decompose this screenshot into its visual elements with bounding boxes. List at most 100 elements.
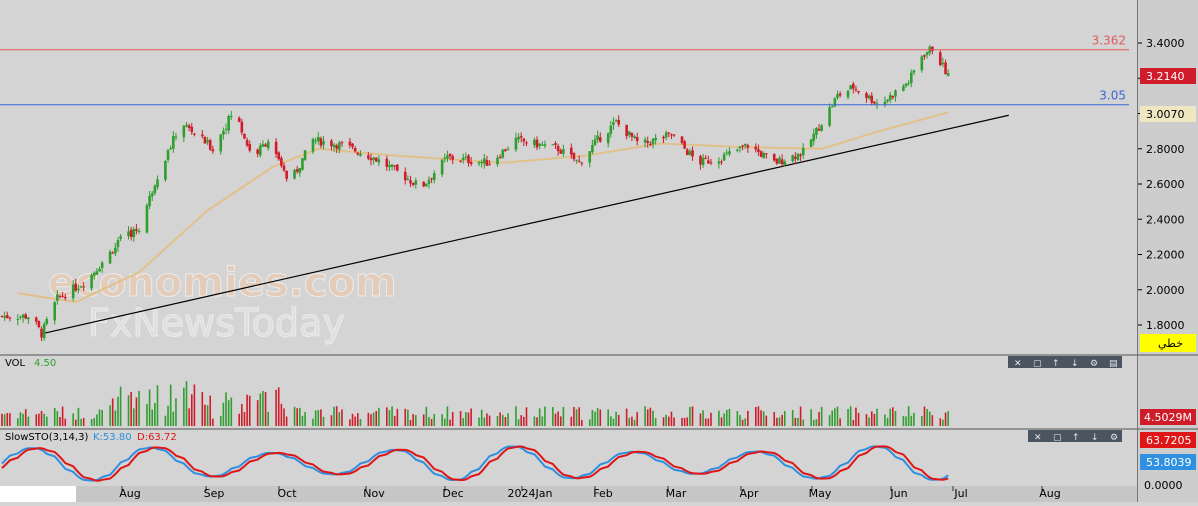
volume-bar xyxy=(486,413,488,426)
trendline-line[interactable] xyxy=(41,114,1009,335)
candle xyxy=(16,314,20,326)
move-up-icon[interactable]: ↑ xyxy=(1052,359,1060,369)
volume-last-text: 4.5029M xyxy=(1144,411,1192,424)
candle xyxy=(164,159,167,182)
volume-bar xyxy=(760,410,762,426)
price-tick-label: 2.8000 xyxy=(1146,143,1185,156)
candle xyxy=(372,156,375,165)
candle xyxy=(593,135,597,147)
watermark: economies.com FxNewsToday xyxy=(48,260,398,346)
volume-bar xyxy=(335,406,338,426)
volume-bar xyxy=(905,416,907,426)
price-tick-label: 2.6000 xyxy=(1146,178,1185,191)
candle xyxy=(266,138,270,151)
maximize-icon[interactable]: ▢ xyxy=(1053,433,1062,443)
volume-bar xyxy=(554,413,557,426)
candle xyxy=(572,152,576,162)
candle xyxy=(699,154,702,170)
more-icon[interactable]: ▤ xyxy=(1109,359,1118,369)
candle xyxy=(403,167,407,185)
volume-bar xyxy=(111,398,114,426)
candle xyxy=(448,153,452,161)
candle xyxy=(393,165,397,171)
close-icon[interactable]: ✕ xyxy=(1014,359,1022,369)
candle xyxy=(137,228,141,234)
volume-bar xyxy=(248,395,251,426)
volume-bar xyxy=(451,412,454,426)
ma-value-text: 3.0070 xyxy=(1146,108,1185,121)
volume-bar xyxy=(736,411,739,426)
chart-type-toggle-label[interactable]: خطي xyxy=(1158,337,1183,350)
volume-bar xyxy=(433,413,436,426)
candle xyxy=(469,157,473,167)
volume-bar xyxy=(818,411,820,426)
candle xyxy=(237,116,241,123)
volume-bar xyxy=(523,416,525,426)
close-icon[interactable]: ✕ xyxy=(1034,433,1042,443)
volume-bar xyxy=(407,409,409,426)
volume-bar xyxy=(241,404,243,426)
volume-bar xyxy=(834,408,836,426)
volume-bar xyxy=(646,409,649,426)
volume-bar xyxy=(670,411,673,426)
volume-bar xyxy=(301,415,304,426)
volume-bar xyxy=(378,407,380,426)
candle xyxy=(783,159,787,167)
move-down-icon[interactable]: ↓ xyxy=(1091,433,1099,443)
maximize-icon[interactable]: ▢ xyxy=(1033,359,1042,369)
volume-bars xyxy=(1,381,949,426)
volume-bar xyxy=(923,406,926,426)
move-up-icon[interactable]: ↑ xyxy=(1072,433,1080,443)
volume-bar xyxy=(892,407,894,426)
candle xyxy=(222,127,225,140)
candle xyxy=(100,260,104,273)
candle xyxy=(809,138,813,148)
trendline[interactable] xyxy=(41,114,1009,335)
volume-bar xyxy=(24,409,27,426)
move-down-icon[interactable]: ↓ xyxy=(1071,359,1079,369)
candle xyxy=(5,311,9,319)
candle xyxy=(430,177,433,184)
volume-bar xyxy=(130,392,132,426)
candle xyxy=(150,190,154,202)
candle xyxy=(759,149,763,158)
volume-bar xyxy=(449,419,451,426)
candle xyxy=(367,152,370,161)
volume-bar xyxy=(146,403,148,426)
volume-bar xyxy=(238,413,241,426)
settings-icon[interactable]: ⚙ xyxy=(1090,359,1098,369)
candle xyxy=(446,150,449,163)
volume-bar xyxy=(765,415,768,426)
volume-bar xyxy=(665,414,667,426)
volume-bar xyxy=(467,412,470,426)
volume-bar xyxy=(673,417,675,426)
candle xyxy=(277,151,281,161)
horizontal-lines[interactable]: 3.362 3.05 xyxy=(0,34,1129,106)
candle xyxy=(77,285,80,294)
candle xyxy=(227,114,230,134)
candle xyxy=(58,294,62,299)
volume-bar xyxy=(480,409,483,426)
candle xyxy=(907,80,910,86)
volume-bar xyxy=(267,411,269,426)
volume-bar xyxy=(338,412,341,426)
chart-type-toggle[interactable]: خطي xyxy=(1140,334,1196,352)
candle xyxy=(498,154,502,159)
candle xyxy=(340,140,344,147)
candle xyxy=(440,158,444,178)
volume-bar xyxy=(446,406,449,426)
time-tick-label: Feb xyxy=(593,487,612,500)
candle xyxy=(219,134,223,155)
volume-bar xyxy=(201,392,204,426)
candle xyxy=(377,155,381,167)
volume-bar xyxy=(138,390,140,426)
volume-bar xyxy=(538,408,541,426)
settings-icon[interactable]: ⚙ xyxy=(1110,433,1118,443)
candle xyxy=(535,136,539,151)
candle xyxy=(464,152,468,160)
volume-bar xyxy=(154,402,156,426)
volume-bar xyxy=(430,419,433,426)
candle xyxy=(98,266,101,272)
volume-bar xyxy=(559,416,562,426)
